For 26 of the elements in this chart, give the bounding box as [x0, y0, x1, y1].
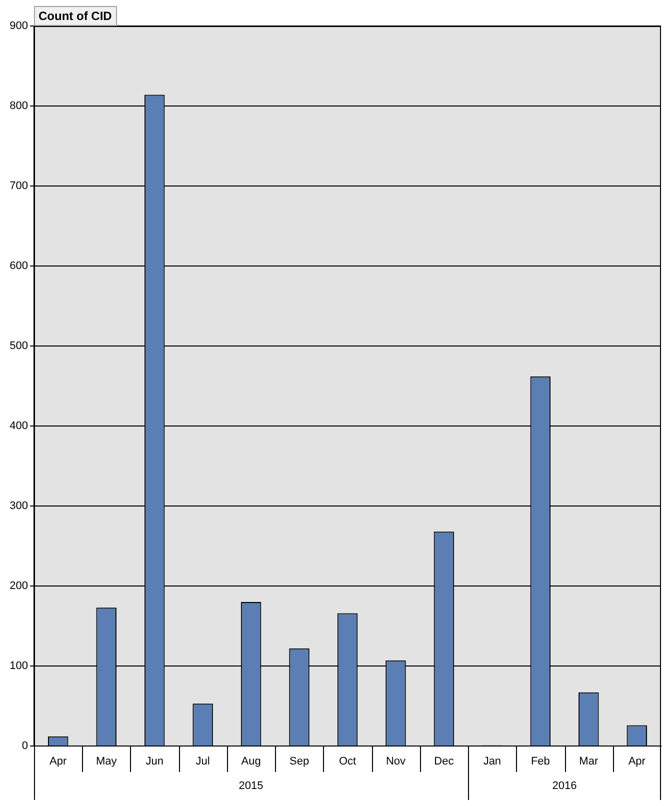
x-tick-label: Oct [338, 756, 356, 768]
x-tick-label: Nov [386, 756, 406, 768]
x-tick-label: Feb [530, 756, 550, 768]
y-tick-label: 300 [10, 500, 28, 512]
x-tick-label: Dec [434, 756, 454, 768]
y-tick-label: 900 [10, 20, 28, 32]
x-tick-label: Jun [146, 756, 164, 768]
chart-title: Count of CID [38, 8, 112, 23]
y-tick-label: 500 [10, 340, 28, 352]
y-tick-label: 100 [10, 660, 28, 672]
x-tick-label: Sep [289, 756, 310, 768]
text: 2015 [238, 780, 264, 792]
y-tick-label: 700 [10, 180, 28, 192]
x-tick-label: Apr [628, 756, 646, 768]
y-tick-label: 200 [10, 580, 28, 592]
y-tick-label: 800 [10, 100, 28, 112]
y-tick-label: 400 [10, 420, 28, 432]
x-tick-label: Aug [241, 756, 261, 768]
text: 2016 [552, 780, 577, 792]
x-tick-label: Mar [579, 756, 598, 768]
y-tick-label: 600 [10, 260, 28, 272]
x-tick-label: Jan [483, 756, 502, 768]
y-tick-label: 0 [22, 740, 28, 752]
x-tick-label: Jul [196, 756, 210, 768]
x-tick-label: Apr [50, 756, 68, 768]
x-tick-label: May [96, 756, 118, 768]
